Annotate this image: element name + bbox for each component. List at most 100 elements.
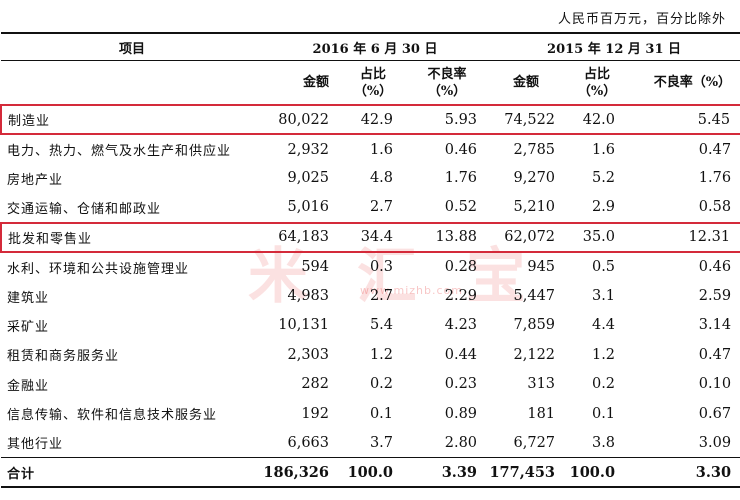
- amount-2015-cell: 5,210: [513, 199, 556, 216]
- industry-name-cell: 制造业: [0, 103, 263, 136]
- table-row: 其他行业 6,663 3.7 2.80 6,727 3.8 3.09: [1, 428, 740, 457]
- amount-2015-cell: 7,859: [513, 317, 556, 334]
- amount-2015-cell: 177,453: [489, 463, 556, 481]
- industry-name-cell: 批发和零售业: [0, 221, 263, 253]
- industry-name-cell: 电力、热力、燃气及水生产和供应业: [7, 144, 232, 160]
- amount-2016-cell: 80,022: [263, 103, 339, 136]
- share-2016-cell: 0.3: [369, 259, 393, 276]
- npl-2016-cell: 2.29: [444, 288, 478, 305]
- table-row: 房地产业 9,025 4.8 1.76 9,270 5.2 1.76: [1, 164, 740, 193]
- industry-name-cell: 水利、环境和公共设施管理业: [7, 261, 190, 277]
- share-2016-cell: 1.6: [369, 141, 393, 158]
- npl-2016-cell: 1.76: [444, 170, 478, 187]
- npl-2016-cell: 0.52: [444, 199, 478, 216]
- npl-2015-cell: 1.76: [698, 170, 732, 187]
- share-2016-cell: 100.0: [347, 463, 393, 481]
- npl-2016-cell: 0.23: [444, 376, 478, 393]
- npl-2016-cell: 0.44: [444, 346, 478, 363]
- industry-name-cell: 金融业: [7, 378, 50, 394]
- npl-2015-cell: 0.47: [698, 346, 732, 363]
- npl-2015-cell: 0.58: [698, 199, 732, 216]
- amount-2015-cell: 945: [527, 259, 556, 276]
- amount-2016-cell: 6,663: [287, 434, 329, 451]
- amount-2016-cell: 2,932: [287, 141, 329, 158]
- share-2015-cell: 1.6: [591, 141, 616, 158]
- table-row: 信息传输、软件和信息技术服务业 192 0.1 0.89 181 0.1 0.67: [1, 399, 740, 428]
- industry-name-cell: 建筑业: [7, 290, 50, 306]
- npl-2015-header: 不良率（%）: [653, 75, 732, 90]
- npl-2015-cell: 5.45: [629, 103, 740, 136]
- amount-2016-cell: 5,016: [287, 199, 329, 216]
- amount-2016-cell: 10,131: [278, 317, 329, 334]
- period-2015-header: 2015 年 12 月 31 日: [547, 41, 682, 57]
- share-2016-cell: 4.8: [369, 170, 393, 187]
- npl-2015-cell: 12.31: [629, 221, 740, 253]
- share-2016-cell: 5.4: [369, 317, 393, 334]
- share-2016-cell: 1.2: [369, 346, 393, 363]
- npl-2016-cell: 0.28: [444, 259, 478, 276]
- share-2015-cell: 42.0: [565, 103, 630, 136]
- share-2015-cell: 35.0: [565, 221, 630, 253]
- industry-name-cell: 采矿业: [7, 319, 50, 335]
- share-2015-header-line2: （%）: [577, 83, 617, 99]
- npl-2016-cell: 4.23: [444, 317, 478, 334]
- amount-2016-cell: 594: [301, 259, 329, 276]
- amount-2016-cell: 64,183: [263, 221, 339, 253]
- share-2015-cell: 4.4: [591, 317, 616, 334]
- amount-2015-cell: 2,785: [513, 141, 556, 158]
- share-2016-cell: 34.4: [339, 221, 407, 253]
- share-2016-cell: 42.9: [339, 103, 407, 136]
- amount-2016-header: 金额: [302, 75, 329, 90]
- loan-industry-table: 项目 2016 年 6 月 30 日 2015 年 12 月 31 日 金额 占…: [0, 32, 740, 488]
- share-2016-cell: 2.7: [369, 199, 393, 216]
- amount-2015-cell: 181: [527, 405, 556, 422]
- amount-2016-cell: 282: [301, 376, 329, 393]
- share-2015-cell: 5.2: [591, 170, 616, 187]
- npl-2016-cell: 0.89: [444, 405, 478, 422]
- amount-2016-cell: 192: [301, 405, 329, 422]
- share-2016-cell: 0.1: [369, 405, 393, 422]
- npl-2015-cell: 3.09: [698, 434, 732, 451]
- table-body: 制造业 80,022 42.9 5.93 74,522 42.0 5.45 电力、热力、燃气及…: [0, 103, 740, 488]
- share-2016-cell: 2.7: [369, 288, 393, 305]
- npl-2016-cell: 5.93: [407, 103, 488, 136]
- npl-2015-cell: 2.59: [698, 288, 732, 305]
- npl-2016-cell: 3.39: [441, 463, 478, 481]
- industry-name-cell: 交通运输、仓储和邮政业: [7, 201, 162, 217]
- share-2015-cell: 0.1: [591, 405, 616, 422]
- table-row: 批发和零售业 64,183 34.4 13.88 62,072 35.0 12.31: [0, 221, 740, 253]
- amount-2015-cell: 313: [527, 376, 556, 393]
- amount-2016-cell: 9,025: [287, 170, 329, 187]
- amount-2015-cell: 9,270: [513, 170, 556, 187]
- share-2016-header: 占比 （%）: [339, 61, 407, 106]
- npl-2016-header-line2: （%）: [427, 83, 467, 99]
- table-row: 金融业 282 0.2 0.23 313 0.2 0.10: [1, 370, 740, 399]
- table-row: 交通运输、仓储和邮政业 5,016 2.7 0.52 5,210 2.9 0.58: [1, 193, 740, 222]
- npl-2016-header: 不良率 （%）: [407, 61, 487, 106]
- share-2015-header: 占比 （%）: [565, 61, 629, 106]
- share-2015-cell: 100.0: [569, 463, 616, 481]
- share-2015-cell: 2.9: [591, 199, 616, 216]
- table-row: 电力、热力、燃气及水生产和供应业 2,932 1.6 0.46 2,785 1.6 0.47: [1, 134, 740, 163]
- table-row: 制造业 80,022 42.9 5.93 74,522 42.0 5.45: [0, 103, 740, 136]
- amount-2016-cell: 2,303: [287, 346, 329, 363]
- npl-2016-cell: 13.88: [407, 221, 488, 253]
- table-row: 租赁和商务服务业 2,303 1.2 0.44 2,122 1.2 0.47: [1, 340, 740, 369]
- npl-2016-cell: 2.80: [444, 434, 478, 451]
- share-2016-header-line1: 占比: [359, 66, 386, 82]
- share-2016-header-line2: （%）: [353, 83, 393, 99]
- npl-2016-cell: 0.46: [444, 141, 478, 158]
- table-row: 建筑业 4,983 2.7 2.29 5,447 3.1 2.59: [1, 281, 740, 310]
- industry-name-cell: 房地产业: [7, 172, 64, 188]
- npl-2015-cell: 0.10: [698, 376, 732, 393]
- share-2015-cell: 0.2: [591, 376, 616, 393]
- amount-2015-cell: 74,522: [487, 103, 566, 136]
- metric-header-row: 金额 占比 （%） 不良率 （%） 金额 占比 （%） 不良率（%）: [1, 61, 740, 106]
- share-2015-cell: 3.1: [591, 288, 616, 305]
- share-2016-cell: 0.2: [369, 376, 393, 393]
- industry-name-cell: 合计: [7, 466, 36, 482]
- industry-name-cell: 信息传输、软件和信息技术服务业: [7, 408, 218, 424]
- npl-2015-cell: 3.30: [695, 463, 732, 481]
- npl-2015-cell: 0.67: [698, 405, 732, 422]
- amount-2015-header: 金额: [513, 75, 540, 90]
